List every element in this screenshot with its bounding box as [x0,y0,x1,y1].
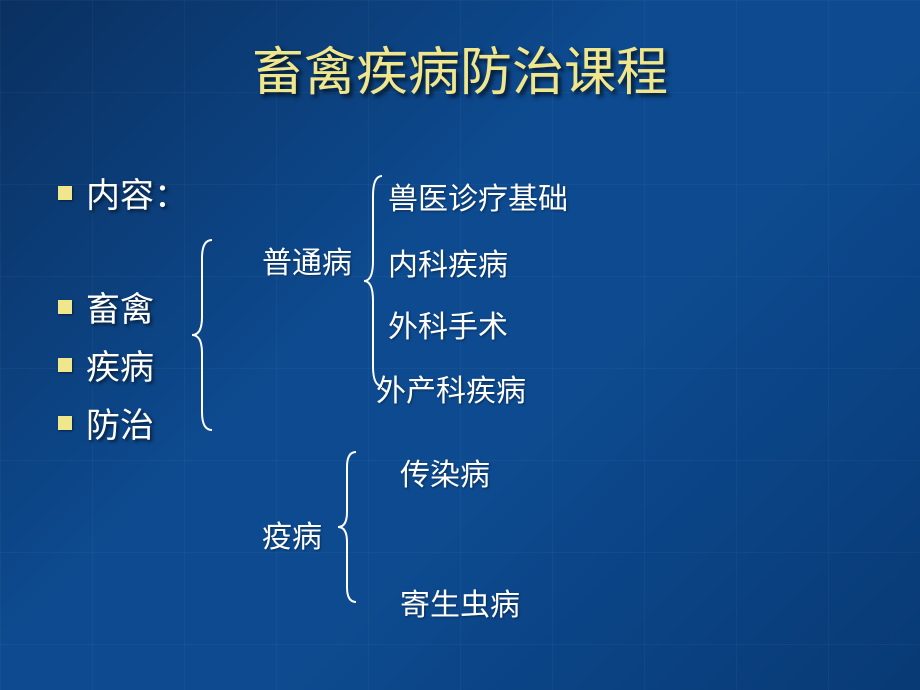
node-vet-basics: 兽医诊疗基础 [388,174,568,218]
node-parasitic: 寄生虫病 [400,580,520,624]
node-surgery: 外科手术 [388,302,508,346]
bullet-label: 畜禽 [86,282,154,331]
bullet-disease: 疾病 [58,340,154,389]
bullet-square-icon [58,186,72,200]
bullet-prevention: 防治 [58,398,154,447]
node-epidemic: 疫病 [262,512,322,556]
bullet-square-icon [58,416,72,430]
bullet-square-icon [58,358,72,372]
node-infectious: 传染病 [400,450,490,494]
bullet-label: 防治 [86,398,154,447]
bullet-content: 内容： [58,168,188,217]
bullet-label: 疾病 [86,340,154,389]
bullet-livestock: 畜禽 [58,282,154,331]
brace-epidemic [336,452,362,602]
bullet-label: 内容： [86,168,188,217]
slide-title: 畜禽疾病防治课程 [252,30,668,105]
brace-main [190,240,220,430]
brace-common [362,176,388,386]
node-internal-medicine: 内科疾病 [388,240,508,284]
node-common-disease: 普通病 [262,238,352,282]
bullet-square-icon [58,300,72,314]
node-obstetrics: 外产科疾病 [376,366,526,410]
